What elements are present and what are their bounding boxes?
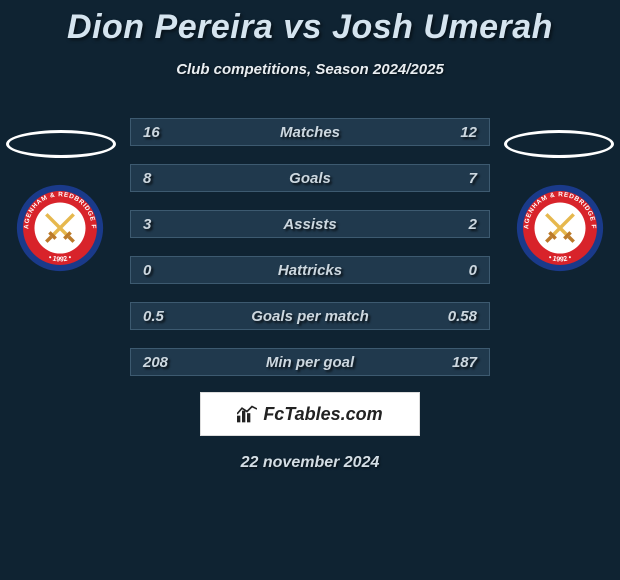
stat-label: Matches (280, 124, 340, 141)
source-logo-text: FcTables.com (263, 404, 382, 425)
stat-row: 8 Goals 7 (130, 164, 490, 192)
source-logo: FcTables.com (200, 392, 420, 436)
page-subtitle: Club competitions, Season 2024/2025 (0, 61, 620, 78)
stat-right-value: 12 (460, 124, 477, 141)
stat-left-value: 0.5 (143, 308, 164, 325)
stat-right-value: 2 (469, 216, 477, 233)
club-badge-left-svg: DAGENHAM & REDBRIDGE FC • 1992 • (16, 184, 104, 272)
stat-row: 0 Hattricks 0 (130, 256, 490, 284)
stat-left-value: 16 (143, 124, 160, 141)
stat-label: Min per goal (266, 354, 354, 371)
page: Dion Pereira vs Josh Umerah Club competi… (0, 0, 620, 472)
stats-table: 16 Matches 12 8 Goals 7 3 Assists 2 0 Ha… (130, 118, 490, 376)
stat-right-value: 187 (452, 354, 477, 371)
stat-left-value: 8 (143, 170, 151, 187)
stat-label: Hattricks (278, 262, 342, 279)
badge-right-year: 1992 (552, 256, 568, 264)
club-badge-right-svg: DAGENHAM & REDBRIDGE FC • 1992 • (516, 184, 604, 272)
page-title: Dion Pereira vs Josh Umerah (0, 8, 620, 47)
stat-label: Assists (283, 216, 336, 233)
date-text: 22 november 2024 (0, 454, 620, 472)
stat-right-value: 0.58 (448, 308, 477, 325)
club-badge-right: DAGENHAM & REDBRIDGE FC • 1992 • (516, 184, 604, 272)
stat-row: 0.5 Goals per match 0.58 (130, 302, 490, 330)
stat-right-value: 7 (469, 170, 477, 187)
stat-left-value: 0 (143, 262, 151, 279)
stat-row: 16 Matches 12 (130, 118, 490, 146)
badge-left-year: 1992 (52, 256, 68, 264)
chart-icon (237, 405, 257, 423)
stat-row: 208 Min per goal 187 (130, 348, 490, 376)
player-left-photo-placeholder (6, 130, 116, 158)
source-logo-content: FcTables.com (237, 404, 382, 425)
player-right-photo-placeholder (504, 130, 614, 158)
club-badge-left: DAGENHAM & REDBRIDGE FC • 1992 • (16, 184, 104, 272)
comparison-panel: DAGENHAM & REDBRIDGE FC • 1992 • (0, 118, 620, 472)
stat-row: 3 Assists 2 (130, 210, 490, 238)
stat-label: Goals (289, 170, 331, 187)
stat-left-value: 208 (143, 354, 168, 371)
stat-left-value: 3 (143, 216, 151, 233)
stat-right-value: 0 (469, 262, 477, 279)
stat-label: Goals per match (251, 308, 369, 325)
